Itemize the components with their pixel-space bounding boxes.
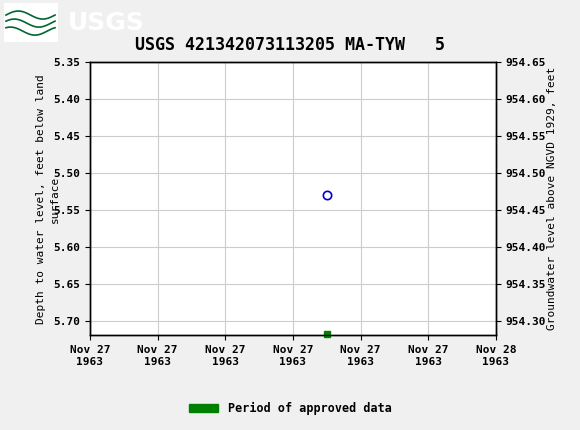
Text: USGS: USGS: [68, 11, 145, 35]
Y-axis label: Groundwater level above NGVD 1929, feet: Groundwater level above NGVD 1929, feet: [547, 67, 557, 331]
Legend: Period of approved data: Period of approved data: [184, 397, 396, 420]
Y-axis label: Depth to water level, feet below land
surface: Depth to water level, feet below land su…: [35, 74, 60, 324]
Bar: [5, 4, 57, 41]
Text: USGS 421342073113205 MA-TYW   5: USGS 421342073113205 MA-TYW 5: [135, 36, 445, 54]
